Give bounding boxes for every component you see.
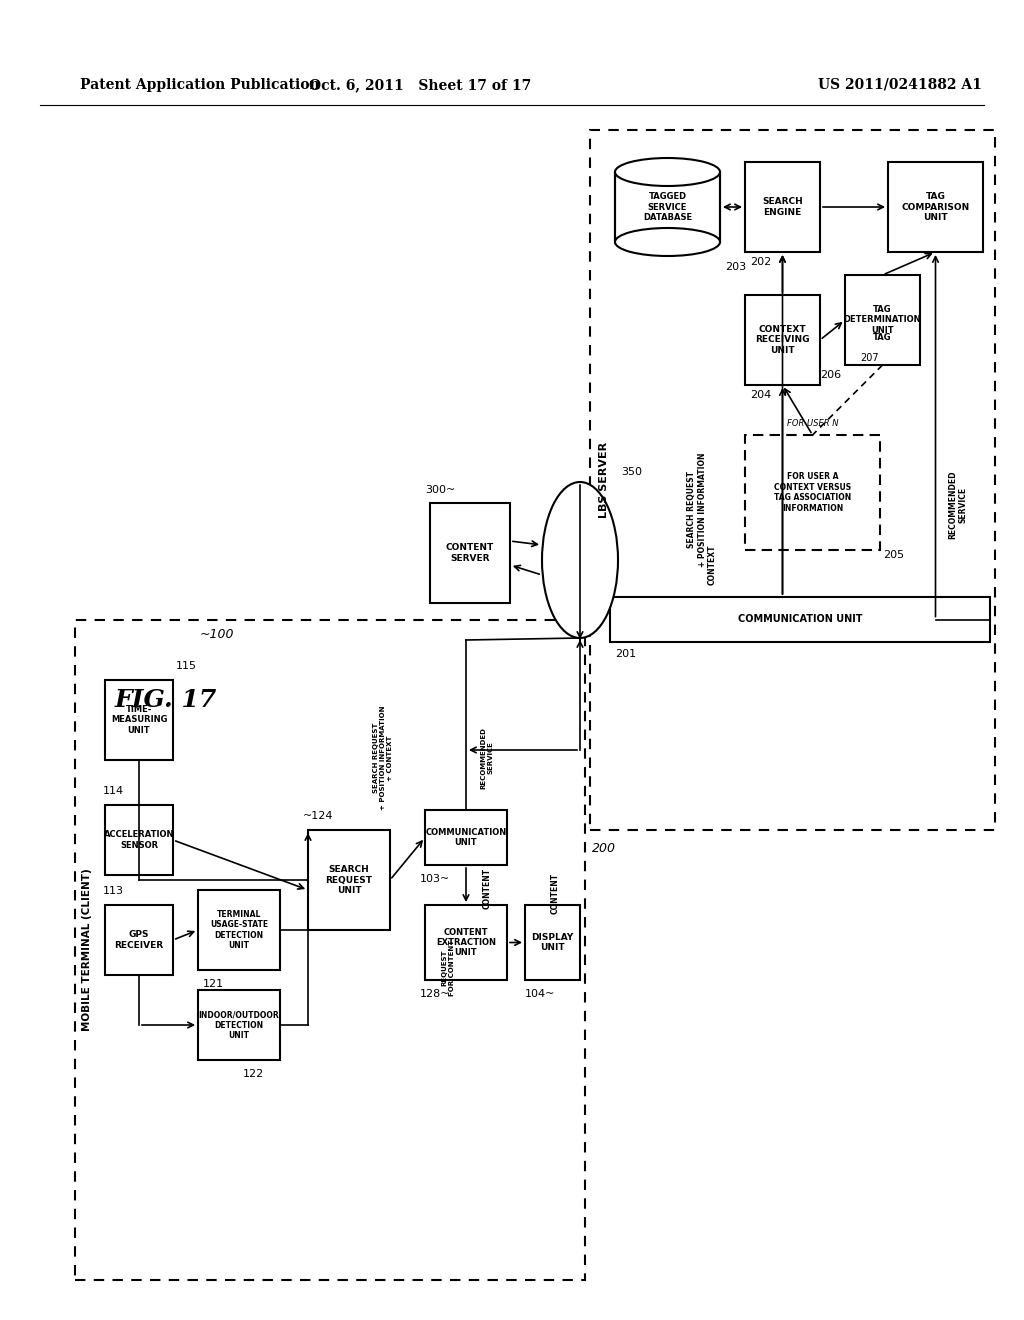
Text: SEARCH REQUEST
+ POSITION INFORMATION
+ CONTEXT: SEARCH REQUEST + POSITION INFORMATION + … (373, 706, 393, 810)
Text: 204: 204 (750, 389, 771, 400)
Text: REQUEST
FOR CONTENT: REQUEST FOR CONTENT (441, 940, 455, 997)
Text: INDOOR/OUTDOOR
DETECTION
UNIT: INDOOR/OUTDOOR DETECTION UNIT (199, 1010, 280, 1040)
Text: FIG. 17: FIG. 17 (115, 688, 217, 711)
Text: CONTEXT: CONTEXT (708, 545, 717, 585)
Text: 113: 113 (103, 886, 124, 896)
Ellipse shape (615, 158, 720, 186)
Bar (610, 597, 990, 642)
Bar (745, 436, 880, 550)
Bar (105, 805, 173, 875)
Text: CONTENT
SERVER: CONTENT SERVER (445, 544, 495, 562)
Bar (308, 830, 390, 931)
Bar (75, 620, 585, 1280)
Bar (198, 990, 280, 1060)
Bar (105, 906, 173, 975)
Text: RECOMMENDED
SERVICE: RECOMMENDED SERVICE (480, 727, 494, 789)
Text: CONTENT
EXTRACTION
UNIT: CONTENT EXTRACTION UNIT (436, 928, 496, 957)
Text: 202: 202 (750, 257, 771, 267)
Text: CONTENT: CONTENT (551, 873, 559, 913)
Text: 128~: 128~ (420, 989, 451, 999)
Text: MOBILE TERMINAL (CLIENT): MOBILE TERMINAL (CLIENT) (82, 869, 92, 1031)
Text: 207: 207 (861, 352, 880, 363)
Text: 350: 350 (622, 467, 642, 477)
Text: Patent Application Publication: Patent Application Publication (80, 78, 319, 92)
Text: ~100: ~100 (200, 628, 234, 642)
Text: RECOMMENDED
SERVICE: RECOMMENDED SERVICE (948, 471, 968, 540)
Text: TAG
DETERMINATION
UNIT: TAG DETERMINATION UNIT (844, 305, 922, 335)
Text: DISPLAY
UNIT: DISPLAY UNIT (531, 933, 573, 952)
Text: ACCELERATION
SENSOR: ACCELERATION SENSOR (103, 830, 174, 850)
Bar (590, 129, 995, 830)
Text: 121: 121 (203, 979, 224, 989)
Text: 114: 114 (103, 785, 124, 796)
Text: 103~: 103~ (420, 874, 451, 884)
Text: TIME-
MEASURING
UNIT: TIME- MEASURING UNIT (111, 705, 167, 735)
Text: COMMUNICATION UNIT: COMMUNICATION UNIT (737, 615, 862, 624)
Bar (430, 503, 510, 603)
Text: SEARCH REQUEST
+ POSITION INFORMATION: SEARCH REQUEST + POSITION INFORMATION (687, 453, 707, 568)
Text: 122: 122 (243, 1069, 264, 1078)
Text: 201: 201 (615, 649, 636, 659)
Text: 206: 206 (820, 370, 841, 380)
Text: SEARCH
REQUEST
UNIT: SEARCH REQUEST UNIT (326, 865, 373, 895)
Text: CONTENT: CONTENT (482, 867, 492, 908)
Text: US 2011/0241882 A1: US 2011/0241882 A1 (818, 78, 982, 92)
Bar (198, 890, 280, 970)
Text: Oct. 6, 2011   Sheet 17 of 17: Oct. 6, 2011 Sheet 17 of 17 (309, 78, 531, 92)
Text: TAGGED
SERVICE
DATABASE: TAGGED SERVICE DATABASE (643, 193, 692, 222)
Text: LBS SERVER: LBS SERVER (599, 442, 609, 517)
Text: TAG: TAG (872, 334, 891, 342)
Bar (425, 810, 507, 865)
Bar (105, 680, 173, 760)
Bar (845, 275, 920, 366)
Text: TERMINAL
USAGE-STATE
DETECTION
UNIT: TERMINAL USAGE-STATE DETECTION UNIT (210, 909, 268, 950)
Text: COMMUNICATION
UNIT: COMMUNICATION UNIT (425, 828, 507, 847)
Ellipse shape (615, 228, 720, 256)
Bar (525, 906, 580, 979)
Text: 205: 205 (883, 550, 904, 560)
Text: 200: 200 (592, 842, 616, 854)
Bar (615, 172, 720, 242)
Bar (888, 162, 983, 252)
Text: ~124: ~124 (303, 810, 334, 821)
Text: FOR USER N: FOR USER N (786, 418, 839, 428)
Bar (745, 162, 820, 252)
Text: CONTEXT
RECEIVING
UNIT: CONTEXT RECEIVING UNIT (756, 325, 810, 355)
Text: 203: 203 (725, 261, 746, 272)
Text: 115: 115 (176, 661, 197, 671)
Ellipse shape (542, 482, 618, 638)
Text: 104~: 104~ (525, 989, 555, 999)
Bar (425, 906, 507, 979)
Text: TAG
COMPARISON
UNIT: TAG COMPARISON UNIT (901, 193, 970, 222)
Text: 300~: 300~ (425, 484, 456, 495)
Text: FOR USER A
CONTEXT VERSUS
TAG ASSOCIATION
INFORMATION: FOR USER A CONTEXT VERSUS TAG ASSOCIATIO… (774, 473, 851, 512)
Text: SEARCH
ENGINE: SEARCH ENGINE (762, 197, 803, 216)
Bar (745, 294, 820, 385)
Text: GPS
RECEIVER: GPS RECEIVER (115, 931, 164, 949)
